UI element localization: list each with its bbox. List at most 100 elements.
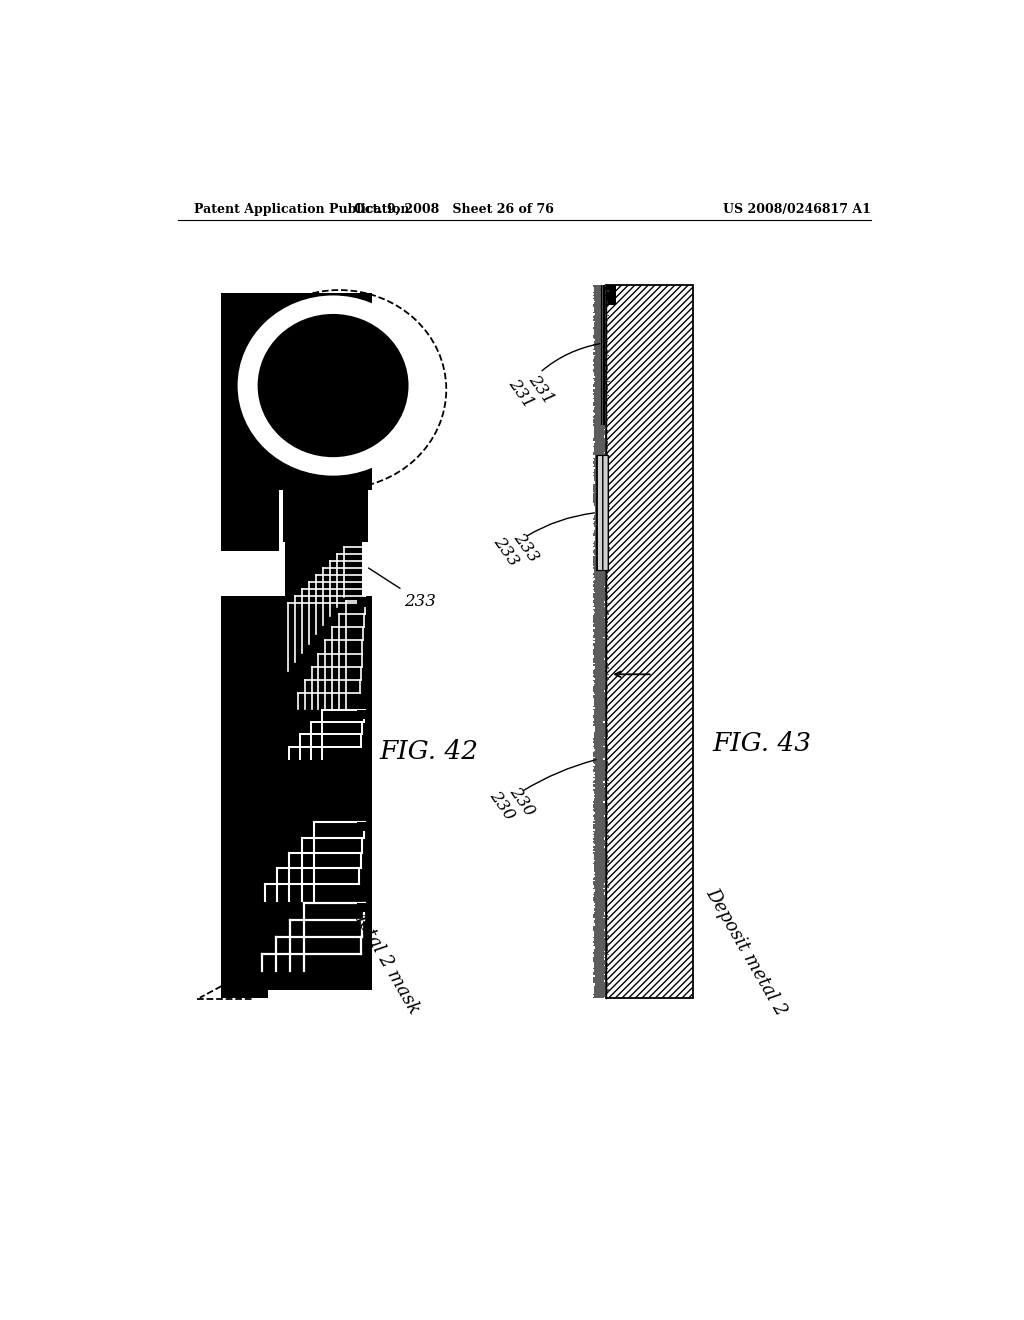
- Bar: [593, 411, 606, 412]
- Bar: [594, 342, 604, 345]
- Bar: [605, 285, 615, 305]
- Bar: [594, 329, 606, 330]
- Bar: [594, 956, 604, 957]
- Bar: [595, 875, 605, 876]
- Bar: [593, 785, 604, 788]
- Bar: [593, 997, 604, 998]
- Bar: [593, 424, 606, 425]
- Bar: [595, 536, 606, 539]
- Bar: [593, 913, 604, 915]
- Bar: [594, 886, 608, 887]
- Bar: [593, 941, 607, 942]
- Bar: [606, 285, 692, 998]
- Bar: [593, 977, 605, 978]
- Bar: [594, 572, 605, 573]
- Text: Metal 2 mask: Metal 2 mask: [346, 902, 423, 1018]
- Bar: [595, 793, 606, 795]
- Bar: [593, 319, 608, 321]
- Bar: [594, 478, 605, 479]
- Bar: [594, 582, 607, 585]
- Bar: [593, 305, 605, 308]
- Bar: [594, 392, 606, 393]
- Bar: [593, 746, 603, 747]
- Bar: [595, 730, 609, 733]
- Bar: [594, 700, 608, 701]
- Bar: [594, 710, 607, 711]
- Bar: [595, 812, 606, 813]
- Bar: [283, 490, 368, 543]
- Text: 231: 231: [525, 371, 557, 408]
- Bar: [594, 733, 608, 734]
- Bar: [593, 826, 606, 828]
- Bar: [594, 645, 605, 647]
- Bar: [594, 763, 609, 764]
- Bar: [594, 847, 607, 849]
- Bar: [593, 635, 608, 636]
- Bar: [594, 289, 607, 290]
- Bar: [593, 440, 605, 441]
- Bar: [593, 317, 606, 318]
- Bar: [594, 747, 608, 748]
- Bar: [595, 891, 609, 892]
- Bar: [595, 610, 609, 612]
- Bar: [594, 429, 604, 430]
- Bar: [595, 783, 609, 784]
- Bar: [593, 927, 606, 928]
- Bar: [595, 321, 607, 322]
- Bar: [594, 396, 607, 397]
- Text: 231: 231: [505, 343, 600, 412]
- Bar: [594, 986, 605, 987]
- Bar: [593, 462, 604, 465]
- Bar: [594, 428, 607, 429]
- Bar: [594, 598, 607, 599]
- Bar: [594, 837, 604, 838]
- Bar: [594, 358, 607, 359]
- Bar: [594, 634, 606, 635]
- Bar: [221, 986, 267, 998]
- Bar: [285, 541, 361, 595]
- Bar: [594, 379, 605, 381]
- Bar: [593, 558, 604, 560]
- Bar: [594, 524, 607, 525]
- Bar: [593, 523, 606, 524]
- Bar: [594, 792, 608, 793]
- Bar: [594, 669, 606, 671]
- Bar: [593, 466, 607, 467]
- Bar: [594, 310, 606, 312]
- Bar: [594, 422, 606, 424]
- Bar: [595, 906, 606, 908]
- Bar: [594, 723, 608, 725]
- Bar: [594, 735, 608, 737]
- Bar: [594, 807, 608, 808]
- Bar: [593, 458, 607, 459]
- Bar: [595, 507, 608, 508]
- Bar: [593, 360, 604, 363]
- Bar: [593, 616, 604, 618]
- Bar: [595, 539, 605, 540]
- Bar: [594, 615, 607, 616]
- Bar: [593, 661, 607, 663]
- Text: 233: 233: [510, 529, 542, 565]
- Bar: [594, 477, 608, 478]
- Bar: [593, 643, 606, 644]
- Bar: [593, 801, 603, 803]
- Bar: [593, 568, 606, 569]
- Bar: [594, 286, 605, 289]
- Bar: [593, 738, 607, 739]
- Bar: [593, 364, 603, 366]
- Bar: [593, 285, 607, 286]
- Bar: [593, 446, 606, 447]
- Bar: [595, 665, 605, 668]
- Bar: [595, 711, 605, 714]
- Bar: [593, 391, 605, 392]
- Bar: [594, 836, 609, 837]
- Bar: [593, 825, 608, 826]
- Bar: [593, 957, 605, 958]
- Bar: [594, 818, 606, 820]
- Bar: [593, 883, 604, 884]
- Bar: [593, 609, 606, 610]
- Bar: [593, 298, 604, 300]
- Bar: [595, 779, 605, 780]
- Bar: [594, 444, 605, 446]
- Text: 230: 230: [485, 760, 596, 824]
